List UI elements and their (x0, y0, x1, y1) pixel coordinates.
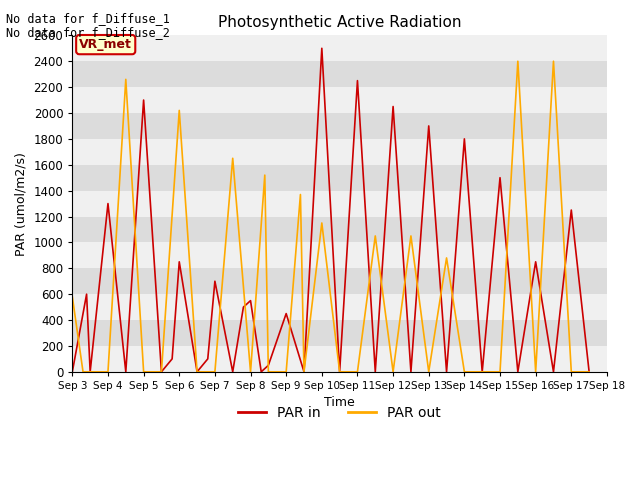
PAR in (211, 278, 219, 284)
PAR in (282, 311, 290, 316)
PAR out (264, 369, 272, 375)
Text: No data for f_Diffuse_2: No data for f_Diffuse_2 (6, 26, 170, 39)
PAR out (86, 369, 94, 375)
PAR out (300, 369, 308, 375)
Bar (72, 216, 607, 242)
PAR out (140, 369, 147, 375)
PAR in (229, 369, 237, 375)
PAR out (407, 233, 415, 239)
PAR in (514, 369, 522, 375)
PAR in (264, 362, 272, 368)
PAR in (83, 291, 90, 297)
Line: PAR in: PAR in (72, 48, 589, 372)
PAR out (318, 220, 326, 226)
PAR in (443, 369, 451, 375)
PAR in (122, 369, 130, 375)
PAR out (371, 233, 379, 239)
PAR in (568, 207, 575, 213)
Bar (72, 139, 607, 165)
Text: No data for f_Diffuse_1: No data for f_Diffuse_1 (6, 12, 170, 25)
PAR in (104, 201, 112, 206)
PAR in (193, 369, 201, 375)
PAR in (168, 356, 176, 362)
PAR out (532, 369, 540, 375)
PAR out (336, 369, 344, 375)
PAR in (318, 46, 326, 51)
PAR in (478, 369, 486, 375)
PAR out (246, 369, 254, 375)
PAR in (461, 136, 468, 142)
PAR in (246, 298, 254, 303)
PAR out (261, 172, 269, 178)
PAR in (257, 369, 265, 375)
PAR out (568, 369, 575, 375)
PAR in (407, 369, 415, 375)
PAR in (354, 78, 362, 84)
PAR in (157, 369, 165, 375)
PAR in (389, 104, 397, 109)
PAR out (389, 369, 397, 375)
Bar (72, 191, 607, 216)
PAR out (193, 369, 201, 375)
PAR in (68, 369, 76, 375)
Bar (72, 294, 607, 320)
PAR in (175, 259, 183, 264)
Bar (72, 320, 607, 346)
PAR out (68, 294, 76, 300)
PAR out (157, 369, 165, 375)
Bar (72, 36, 607, 61)
PAR in (371, 369, 379, 375)
PAR in (204, 356, 212, 362)
Text: VR_met: VR_met (79, 38, 132, 51)
PAR in (532, 259, 540, 264)
PAR in (585, 369, 593, 375)
PAR in (140, 97, 147, 103)
PAR out (296, 192, 304, 197)
PAR in (496, 175, 504, 180)
Title: Photosynthetic Active Radiation: Photosynthetic Active Radiation (218, 15, 461, 30)
PAR out (79, 369, 87, 375)
PAR out (478, 369, 486, 375)
PAR in (425, 123, 433, 129)
PAR in (239, 304, 247, 310)
Bar (72, 346, 607, 372)
PAR out (175, 108, 183, 113)
PAR out (461, 369, 468, 375)
PAR in (300, 369, 308, 375)
Bar (72, 165, 607, 191)
PAR out (104, 369, 112, 375)
Bar (72, 113, 607, 139)
PAR out (282, 369, 290, 375)
Y-axis label: PAR (umol/m2/s): PAR (umol/m2/s) (15, 152, 28, 255)
PAR out (354, 369, 362, 375)
PAR out (443, 255, 451, 261)
PAR in (550, 369, 557, 375)
PAR in (336, 369, 344, 375)
X-axis label: Time: Time (324, 396, 355, 409)
Bar (72, 268, 607, 294)
PAR out (550, 59, 557, 64)
Legend: PAR in, PAR out: PAR in, PAR out (232, 400, 447, 425)
PAR out (514, 59, 522, 64)
PAR in (86, 369, 94, 375)
PAR out (122, 76, 130, 82)
PAR out (496, 369, 504, 375)
Bar (72, 61, 607, 87)
Bar (72, 87, 607, 113)
PAR out (211, 369, 219, 375)
Bar (72, 242, 607, 268)
PAR out (229, 156, 237, 161)
PAR out (585, 369, 593, 375)
Line: PAR out: PAR out (72, 61, 589, 372)
PAR out (425, 369, 433, 375)
